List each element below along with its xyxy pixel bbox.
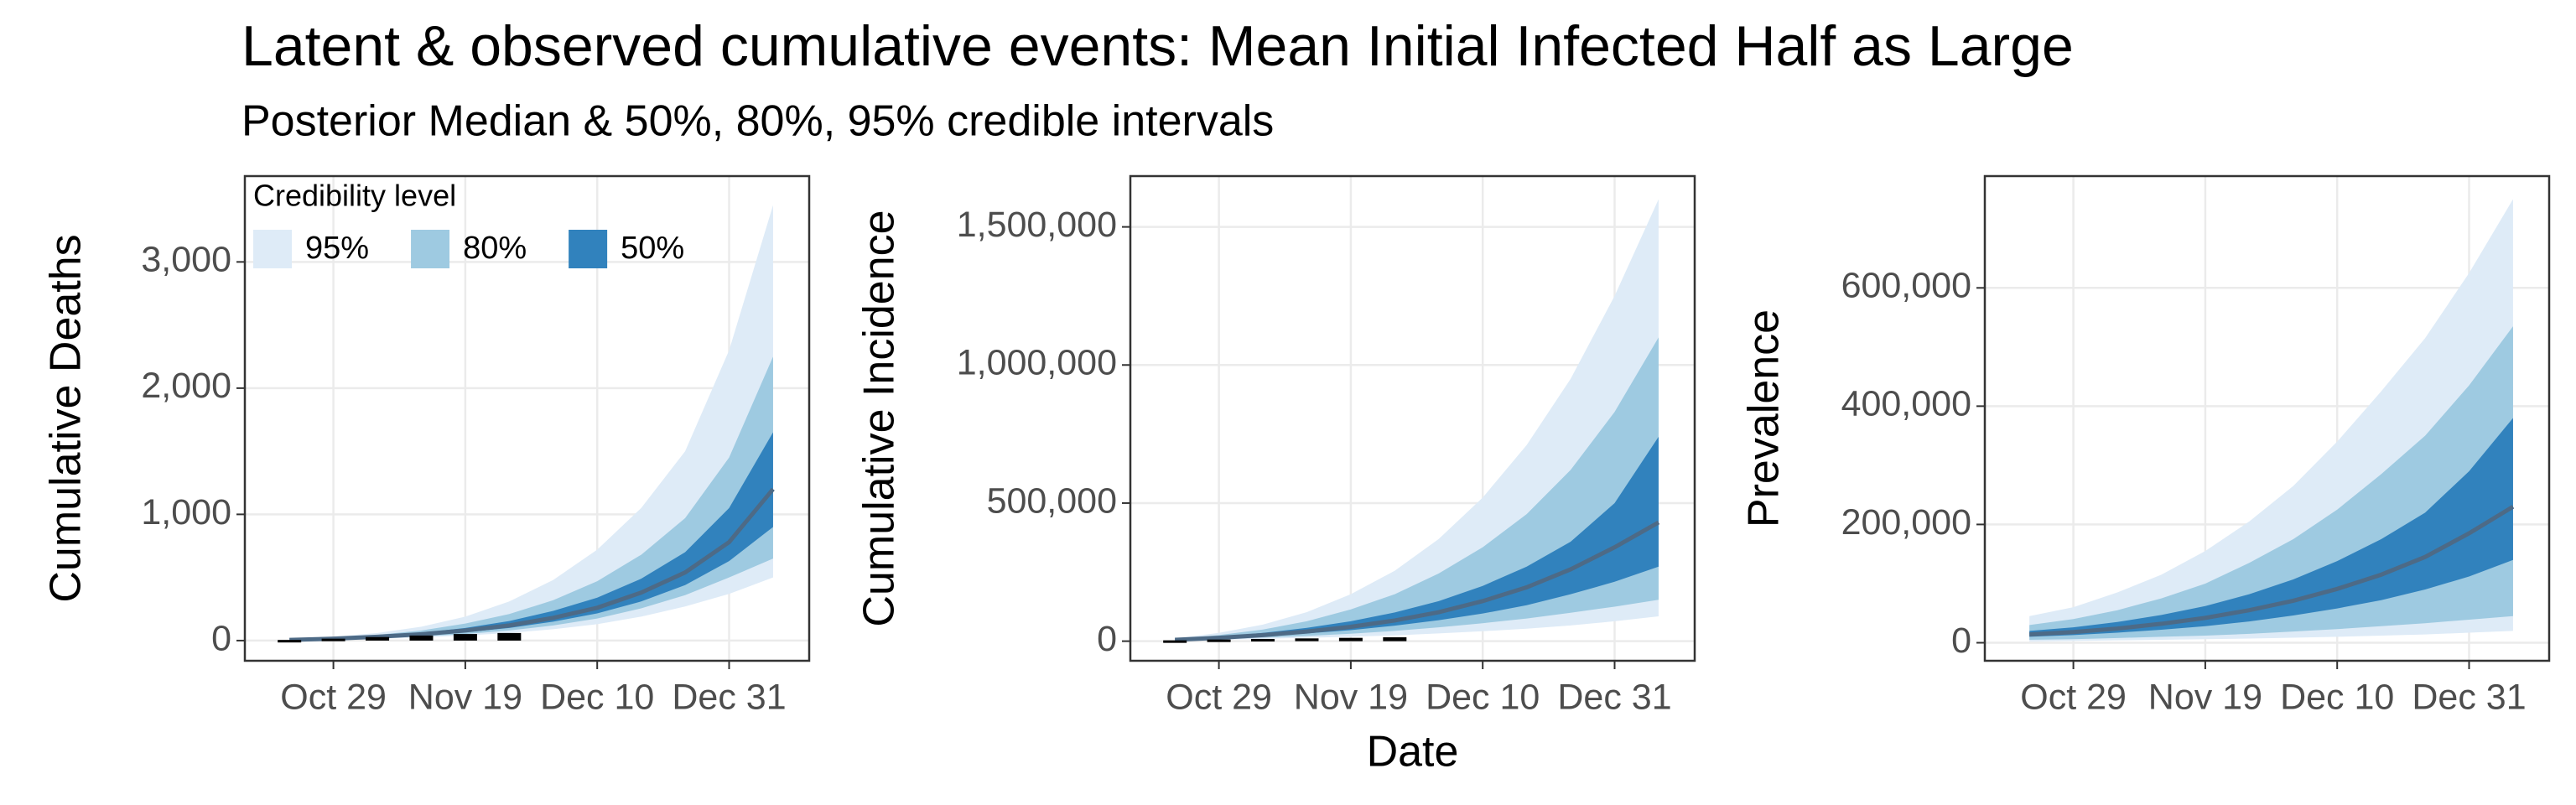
observed-bar	[366, 636, 390, 641]
x-tick-label: Dec 31	[672, 677, 786, 717]
panel: 0 1,000 2,000 3,000 Oct 29 Nov 19 Dec 10 Dec 31…	[42, 174, 811, 717]
observed-bar	[497, 632, 522, 641]
x-tick-label: Dec 10	[2280, 677, 2394, 717]
x-tick-label: Dec 31	[2412, 677, 2526, 717]
x-tick-label: Dec 31	[1557, 677, 1671, 717]
x-tick-label: Nov 19	[408, 677, 522, 717]
legend-label: 80%	[463, 231, 527, 266]
x-tick-label: Nov 19	[2148, 677, 2262, 717]
observed-bar	[1338, 637, 1363, 641]
observed-bar	[278, 640, 302, 643]
observed-bar	[1163, 640, 1187, 643]
y-tick-label: 0	[1097, 619, 1117, 659]
credible-band	[1175, 436, 1659, 641]
y-tick-label: 400,000	[1841, 384, 1971, 424]
observed-bar	[1207, 639, 1231, 642]
y-tick-label: 600,000	[1841, 266, 1971, 306]
x-tick-label: Nov 19	[1294, 677, 1408, 717]
x-axis-label: Date	[1367, 728, 1459, 776]
legend-key	[411, 230, 450, 268]
y-axis-label: Prevalence	[1740, 309, 1789, 527]
credible-band	[2029, 418, 2513, 637]
y-tick-label: 200,000	[1841, 502, 1971, 543]
legend-label: 95%	[305, 231, 369, 266]
y-axis-label: Cumulative Incidence	[855, 210, 904, 626]
x-tick-label: Oct 29	[280, 677, 387, 717]
x-tick-label: Dec 10	[1426, 677, 1540, 717]
plot-border	[1129, 174, 1696, 662]
legend-key	[253, 230, 292, 268]
legend-key	[569, 230, 608, 268]
credible-band	[289, 205, 773, 641]
observed-bar	[1383, 637, 1407, 641]
y-tick-label: 1,000,000	[957, 343, 1117, 383]
observed-bar	[1295, 638, 1319, 641]
y-tick-label: 1,500,000	[957, 205, 1117, 245]
y-tick-label: 0	[1951, 621, 1971, 661]
subtitle: Posterior Median & 50%, 80%, 95% credibl…	[242, 97, 1274, 146]
observed-bar	[1251, 638, 1275, 641]
y-tick-label: 1,000	[141, 492, 231, 532]
title: Latent & observed cumulative events: Mea…	[242, 14, 2074, 78]
x-tick-label: Oct 29	[2020, 677, 2127, 717]
plot-border	[243, 174, 811, 662]
x-tick-label: Oct 29	[1166, 677, 1272, 717]
observed-bar	[409, 635, 434, 641]
plot-border	[1983, 174, 2551, 662]
observed-bar	[453, 634, 477, 641]
median-line	[2029, 505, 2515, 637]
credible-band	[289, 356, 773, 641]
panel: 0 500,000 1,000,000 1,500,000 Oct 29 Nov 19 De…	[855, 174, 1696, 776]
y-axis-label: Cumulative Deaths	[42, 234, 91, 602]
y-tick-label: 3,000	[141, 240, 231, 280]
median-line	[1175, 520, 1660, 642]
y-tick-label: 500,000	[987, 480, 1117, 521]
legend-title: Credibility level	[253, 179, 456, 213]
x-tick-label: Dec 10	[540, 677, 654, 717]
y-tick-label: 0	[211, 618, 231, 658]
legend-label: 50%	[621, 231, 684, 266]
panel: 0 200,000 400,000 600,000 Oct 29 Nov 19 Dec 10…	[1740, 174, 2551, 717]
y-tick-label: 2,000	[141, 366, 231, 406]
observed-bar	[321, 638, 345, 641]
